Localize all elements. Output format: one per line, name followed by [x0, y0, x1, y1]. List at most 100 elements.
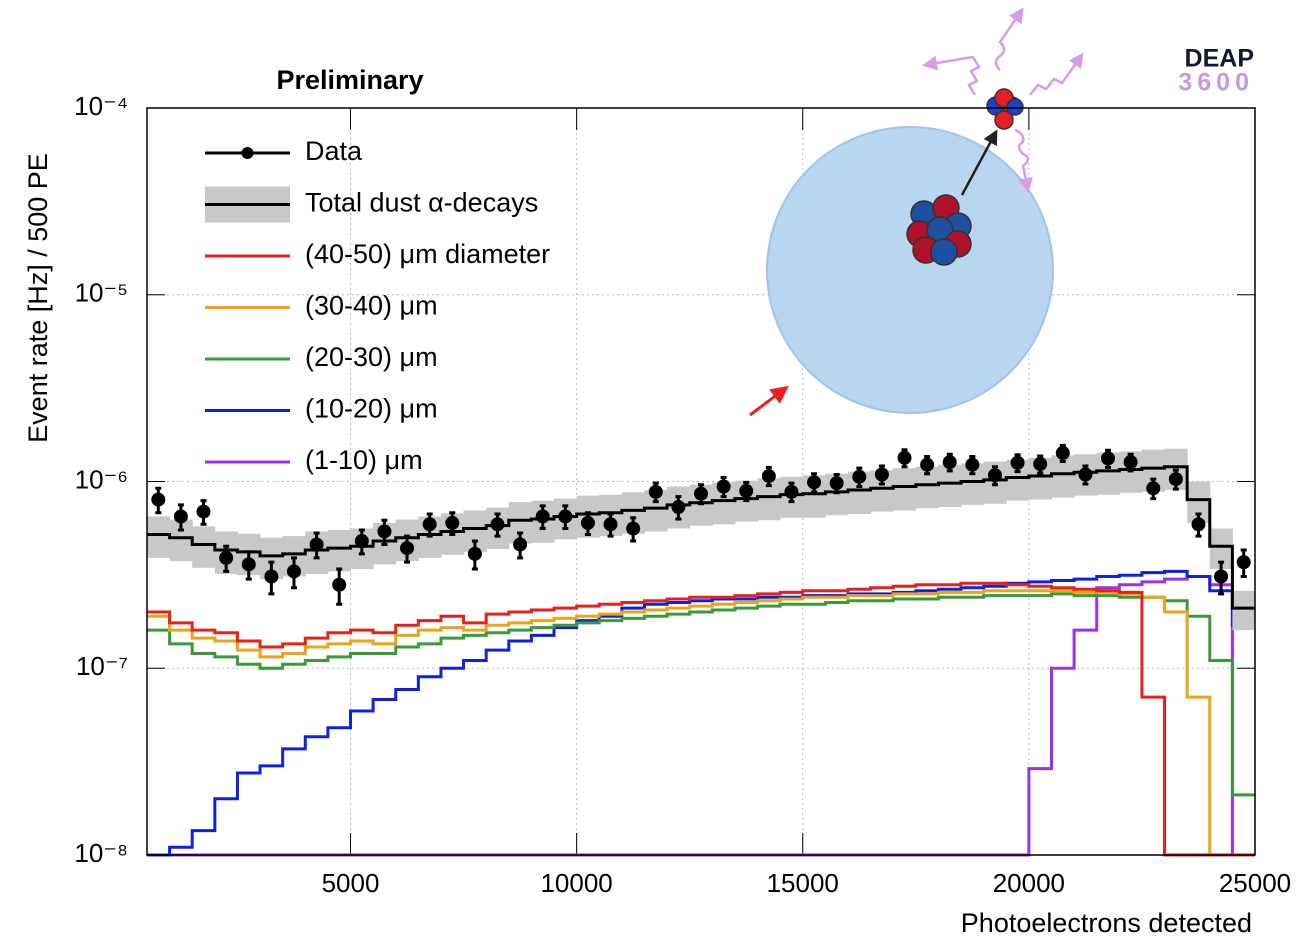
data-marker	[1101, 451, 1116, 466]
data-marker	[445, 515, 460, 530]
data-point	[1078, 464, 1093, 486]
legend-label: Total dust α-decays	[305, 188, 538, 218]
data-marker	[490, 517, 505, 532]
data-point	[648, 481, 663, 504]
data-point	[151, 486, 166, 515]
data-marker	[874, 467, 889, 482]
data-point	[558, 504, 573, 531]
uncertainty-band	[1051, 455, 1075, 498]
histogram-line	[147, 574, 1255, 857]
data-point	[987, 465, 1002, 487]
data-point	[196, 499, 211, 526]
pointer-arrow	[749, 385, 789, 417]
data-point	[332, 567, 347, 606]
data-point	[1055, 443, 1070, 463]
data-marker	[264, 569, 279, 584]
data-marker	[173, 509, 188, 524]
data-marker	[1146, 481, 1161, 496]
data-marker	[603, 517, 618, 532]
data-marker	[1236, 555, 1251, 570]
data-point	[807, 472, 822, 494]
data-point	[1191, 512, 1206, 538]
legend-label: Data	[305, 136, 363, 166]
data-point	[219, 544, 234, 573]
data-point	[739, 480, 754, 503]
data-marker	[377, 524, 392, 539]
data-point	[377, 518, 392, 546]
data-marker	[807, 475, 822, 490]
data-point	[1101, 448, 1116, 469]
alpha-arrow	[960, 129, 998, 196]
data-marker	[422, 517, 437, 532]
data-point	[942, 452, 957, 473]
nucleus	[906, 194, 972, 266]
legend-label: (20-30) μm	[305, 342, 438, 372]
plot-area	[146, 107, 1256, 857]
uncertainty-band	[847, 471, 872, 514]
y-axis-label: Event rate [Hz] / 500 PE	[23, 153, 53, 443]
data-marker	[987, 468, 1002, 483]
data-marker	[942, 455, 957, 470]
logo-top: DEAP	[1185, 45, 1254, 73]
data-marker	[648, 484, 663, 499]
uncertainty-band	[1141, 449, 1166, 492]
data-marker	[1055, 446, 1070, 461]
data-point	[671, 495, 686, 521]
data-point	[1010, 453, 1025, 474]
data-marker	[920, 457, 935, 472]
uncertainty-band	[621, 492, 645, 534]
data-marker	[1214, 569, 1229, 584]
data-point	[716, 476, 731, 499]
data-point	[1236, 548, 1251, 578]
uncertainty-band	[463, 510, 487, 552]
alpha-particle	[986, 88, 1024, 130]
data-point	[897, 448, 912, 469]
data-marker	[1010, 455, 1025, 470]
argon-sphere	[766, 126, 1054, 414]
plot-frame	[146, 107, 1256, 856]
data-marker	[286, 564, 301, 579]
data-marker	[965, 457, 980, 472]
data-marker	[761, 469, 776, 484]
data-point	[1168, 468, 1183, 491]
data-point	[400, 534, 415, 564]
data-point	[467, 539, 482, 571]
data-marker	[580, 515, 595, 530]
uncertainty-band	[938, 464, 962, 508]
data-point	[920, 455, 935, 476]
data-marker	[671, 500, 686, 515]
data-marker	[400, 541, 415, 556]
data-point	[513, 531, 528, 560]
histogram-line	[147, 589, 1255, 857]
legend-label: (40-50) μm diameter	[305, 239, 550, 269]
uncertainty-band	[1096, 452, 1120, 495]
uncertainty-band	[260, 537, 284, 580]
data-point	[965, 455, 980, 476]
uncertainty-band	[282, 536, 306, 577]
legend-label: (1-10) μm	[305, 445, 423, 475]
x-tick-label: 10000	[540, 868, 612, 898]
data-marker	[626, 521, 641, 536]
x-tick-label: 20000	[993, 868, 1065, 898]
data-point	[241, 550, 256, 581]
data-marker	[1123, 455, 1138, 470]
histogram-line	[147, 569, 1255, 857]
legend-marker	[241, 147, 254, 159]
y-tick-label: 10⁻⁸	[74, 838, 128, 868]
data-marker	[716, 479, 731, 494]
logo-bottom: 3600	[1178, 69, 1254, 97]
grid: 10⁻⁸ 10⁻⁷ 10⁻⁶ 10⁻⁵ 10⁻⁴ 5000 10000 15000 20000 2…	[74, 91, 1291, 898]
data-point	[603, 512, 618, 538]
data-point	[173, 503, 188, 532]
data-point	[852, 466, 867, 489]
data-marker	[897, 450, 912, 465]
data-marker	[1191, 517, 1206, 532]
uncertainty-band	[1209, 528, 1233, 569]
data-marker	[1168, 472, 1183, 487]
chart-title: Preliminary	[276, 65, 423, 95]
inset-illustration	[749, 7, 1084, 417]
uncertainty-band	[893, 468, 917, 511]
data-marker	[784, 484, 799, 499]
